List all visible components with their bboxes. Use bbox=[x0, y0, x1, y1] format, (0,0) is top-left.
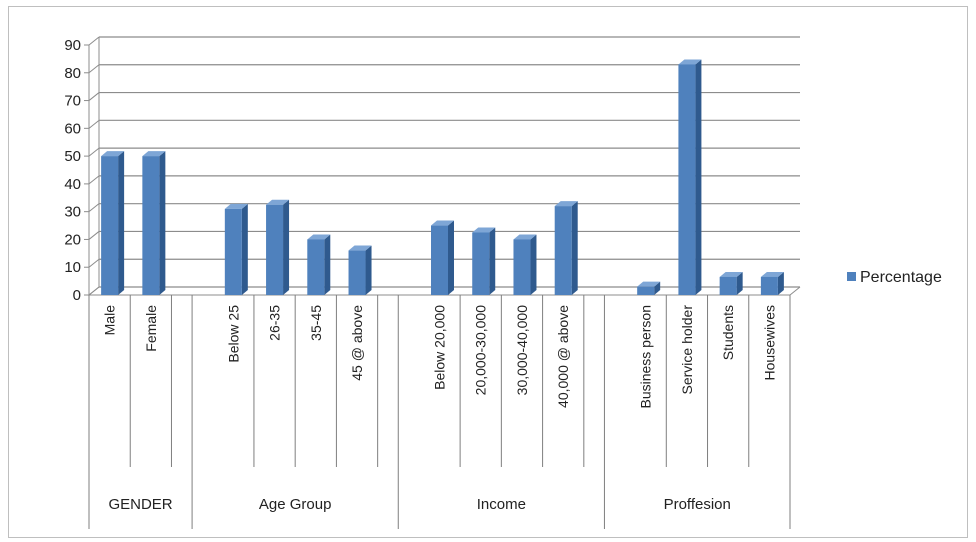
bar bbox=[224, 208, 242, 295]
group-label: Proffesion bbox=[664, 496, 731, 513]
y-tick-label: 80 bbox=[64, 65, 81, 82]
bar bbox=[513, 239, 531, 295]
group-label: Age Group bbox=[259, 496, 332, 513]
bar-top bbox=[431, 220, 454, 226]
bar bbox=[101, 156, 119, 295]
bar-side bbox=[283, 199, 290, 295]
category-label: Male bbox=[102, 305, 118, 336]
bar-top bbox=[266, 199, 290, 205]
y-tick-label: 20 bbox=[64, 231, 81, 248]
gridline-depth bbox=[88, 203, 100, 213]
bar-side bbox=[654, 281, 661, 295]
bar-top bbox=[348, 245, 372, 251]
y-tick-label: 70 bbox=[64, 93, 81, 110]
category-label: Below 20,000 bbox=[432, 305, 448, 390]
y-tick-label: 0 bbox=[73, 287, 81, 304]
bar bbox=[142, 156, 160, 295]
gridline-depth bbox=[88, 231, 100, 240]
gridline-depth bbox=[88, 64, 100, 74]
bar-side bbox=[695, 59, 702, 295]
category-label: Below 25 bbox=[225, 305, 241, 363]
bar-side bbox=[571, 201, 578, 295]
chart-svg: 0 10 20 30 40 50 60 70 80 90 Male Female Below 25 26-… bbox=[64, 36, 942, 529]
bar-side bbox=[241, 203, 248, 295]
y-tick-label: 90 bbox=[64, 37, 81, 54]
bar bbox=[266, 204, 284, 295]
y-tick-label: 10 bbox=[64, 259, 81, 276]
bar-top bbox=[719, 271, 743, 277]
y-tick-label: 30 bbox=[64, 204, 81, 221]
gridline-depth bbox=[88, 92, 100, 101]
bar bbox=[307, 239, 325, 295]
category-label: Female bbox=[143, 305, 159, 352]
category-label: Housewives bbox=[761, 305, 777, 380]
bar bbox=[554, 206, 572, 295]
y-tick-label: 60 bbox=[64, 120, 81, 137]
legend-label: Percentage bbox=[860, 269, 942, 286]
gridline-depth bbox=[88, 147, 100, 157]
category-label: 40,000 @ above bbox=[555, 305, 571, 408]
bar-top bbox=[307, 234, 331, 240]
bar-side bbox=[118, 151, 125, 295]
category-label: 45 @ above bbox=[349, 305, 365, 381]
category-label: 30,000-40,000 bbox=[514, 305, 530, 396]
bar bbox=[678, 64, 696, 295]
bar-top bbox=[142, 151, 166, 157]
bar bbox=[348, 250, 366, 295]
bar-side bbox=[365, 245, 372, 295]
bar-side bbox=[159, 151, 166, 295]
bar-side bbox=[777, 271, 784, 295]
bar-top bbox=[472, 227, 496, 233]
bar-top bbox=[678, 59, 702, 65]
gridline-depth bbox=[88, 175, 100, 185]
gridline-depth bbox=[88, 286, 100, 296]
bar-top bbox=[760, 271, 784, 277]
bar-top bbox=[224, 203, 248, 209]
category-label: 20,000-30,000 bbox=[473, 305, 489, 396]
category-label: Business person bbox=[638, 305, 654, 409]
category-label: Students bbox=[720, 305, 736, 360]
bar-side bbox=[489, 227, 496, 295]
y-tick-label: 40 bbox=[64, 176, 81, 193]
bar-side bbox=[736, 271, 743, 295]
category-label: 26-35 bbox=[267, 305, 283, 341]
y-tick-label: 50 bbox=[64, 148, 81, 165]
bar-top bbox=[513, 234, 537, 240]
gridline-depth bbox=[88, 258, 100, 268]
bar-side bbox=[448, 220, 454, 295]
category-label: Service holder bbox=[679, 305, 695, 395]
gridline-depth bbox=[88, 36, 100, 46]
bar bbox=[637, 286, 655, 295]
bar-side bbox=[530, 234, 537, 295]
bar-top bbox=[637, 281, 661, 287]
group-label: Income bbox=[477, 496, 526, 513]
bar-top bbox=[554, 201, 578, 207]
legend-swatch bbox=[847, 272, 856, 281]
category-label: 35-45 bbox=[308, 305, 324, 341]
group-label: GENDER bbox=[108, 496, 172, 513]
chart-area: 0 10 20 30 40 50 60 70 80 90 Male Female Below 25 26-… bbox=[8, 6, 968, 538]
bar bbox=[760, 276, 778, 295]
floor-right-edge bbox=[789, 286, 801, 296]
bar bbox=[719, 276, 737, 295]
bar bbox=[431, 225, 448, 295]
bar bbox=[472, 232, 490, 295]
bar-side bbox=[324, 234, 331, 295]
bar-top bbox=[101, 151, 125, 157]
gridline-depth bbox=[88, 119, 100, 129]
